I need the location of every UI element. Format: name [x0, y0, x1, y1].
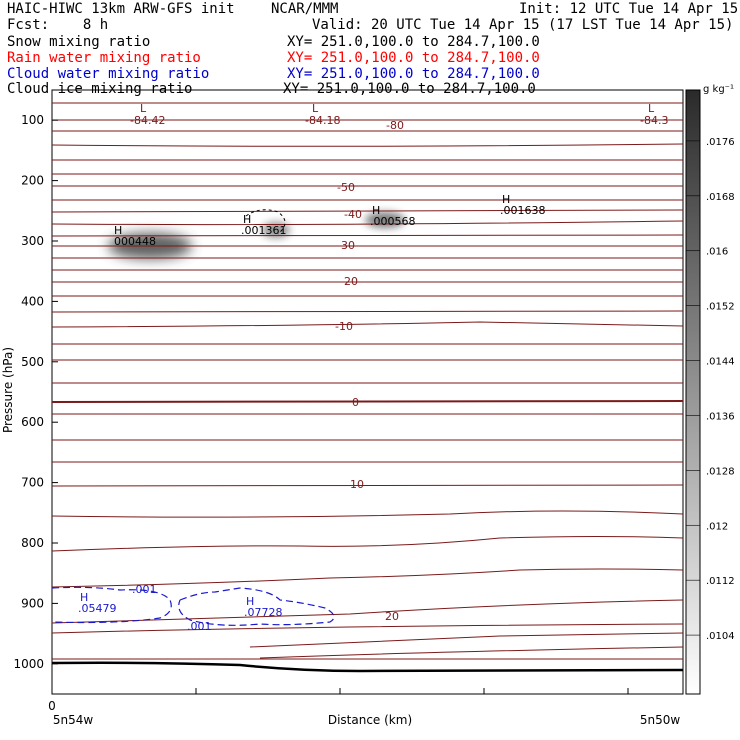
x-end-label: 5n50w: [640, 713, 681, 727]
field-cloudwater-xy: XY= 251.0,100.0 to 284.7,100.0: [287, 66, 540, 82]
org-label: NCAR/MMM: [271, 1, 339, 17]
y-axis: 100 200 300 400 500 600 700 800 900 1000: [13, 113, 58, 671]
x-start-label: 5n54w: [53, 713, 94, 727]
x-zero-label: 0: [48, 699, 56, 713]
field-snow-xy: XY= 251.0,100.0 to 284.7,100.0: [287, 34, 540, 50]
colorbar-units: g kg⁻¹: [703, 84, 734, 95]
temp-contour: [51, 568, 684, 588]
snow-max-value: .000568: [370, 215, 416, 228]
temp-contour: [51, 234, 684, 237]
y-tick-label: 500: [21, 355, 44, 369]
colorbar-label: .016: [706, 247, 728, 258]
y-tick-label: 600: [21, 415, 44, 429]
cloud-water-labels: .001 .001 H .05479 H .07728: [78, 583, 283, 633]
field-cloudice-name: Cloud ice mixing ratio: [7, 81, 193, 97]
temp-label: -30: [337, 239, 355, 252]
colorbar: [685, 89, 701, 695]
colorbar-label: .0176: [706, 137, 735, 148]
snow-maxima-labels: H 000448 H .001361 H .000568 H .001638: [114, 193, 546, 248]
temp-label: -20: [340, 275, 358, 288]
y-tick-label: 300: [21, 234, 44, 248]
temperature-contours: [51, 102, 684, 660]
temp-contour: [51, 310, 684, 313]
colorbar-ticks: .0176 .0168 .016 .0152 .0144 .0136 .0128 .012 .0…: [686, 137, 735, 642]
temp-contour-zero: [51, 400, 684, 403]
temp-contour: [51, 484, 684, 487]
y-tick-label: 900: [21, 596, 44, 610]
temp-contour: [259, 646, 684, 659]
temp-contour: [51, 623, 684, 634]
cloud-water-max-value: .07728: [244, 606, 283, 619]
cloud-water-max-value: .05479: [78, 602, 117, 615]
field-cloudwater-name: Cloud water mixing ratio: [7, 66, 210, 82]
forecast-hour: Fcst: 8 h: [7, 17, 109, 33]
snow-max-marker: H: [502, 193, 510, 206]
terrain-line: [51, 661, 684, 673]
y-tick-label: 700: [21, 476, 44, 490]
field-cloudice-xy: XY= 251.0,100.0 to 284.7,100.0: [283, 81, 536, 97]
x-axis-label: Distance (km): [328, 713, 412, 727]
cloud-water-max-marker: H: [80, 591, 88, 604]
y-axis-label: Pressure (hPa): [1, 347, 15, 433]
temp-contour: [51, 510, 684, 518]
cloud-water-contour-2: [178, 587, 335, 626]
temp-contour: [249, 632, 684, 648]
y-tick-label: 800: [21, 536, 44, 550]
y-tick-label: 200: [21, 174, 44, 188]
colorbar-label: .0104: [706, 631, 735, 642]
cloud-water-contours: [51, 586, 335, 626]
snow-max-marker: H: [372, 204, 380, 217]
snow-blob-2: [262, 222, 290, 238]
field-snow-name: Snow mixing ratio: [7, 34, 151, 50]
low-marker: L: [312, 102, 319, 115]
colorbar-label: .0144: [706, 357, 735, 368]
cloud-water-max-marker: H: [246, 595, 254, 608]
temp-label: -50: [337, 181, 355, 194]
temp-label: 10: [350, 478, 364, 491]
low-marker: L: [648, 102, 655, 115]
temp-label: -84.18: [305, 114, 340, 127]
snow-max-value: .001638: [500, 204, 546, 217]
temperature-labels: L -84.42 L -84.18 -80 L -84.3 -50 -40 -3…: [130, 102, 668, 623]
cloud-water-contour-label: .001: [187, 620, 212, 633]
temp-label: -80: [386, 119, 404, 132]
colorbar-label: .0112: [706, 576, 735, 587]
colorbar-label: .0168: [706, 192, 735, 203]
temp-label: -10: [335, 320, 353, 333]
snow-max-value: 000448: [114, 235, 156, 248]
plot-frame: [51, 89, 684, 695]
y-tick-label: 1000: [13, 657, 44, 671]
x-axis-ticks: [51, 688, 629, 694]
y-tick-label: 100: [21, 113, 44, 127]
field-rain-name: Rain water mixing ratio: [7, 50, 201, 66]
y-tick-label: 400: [21, 294, 44, 308]
run-title: HAIC-HIWC 13km ARW-GFS init: [7, 1, 235, 17]
snow-max-marker: H: [114, 224, 122, 237]
temp-contour: [51, 536, 684, 552]
temp-contour: [51, 143, 684, 147]
colorbar-label: .0128: [706, 466, 735, 477]
temp-contour: [51, 220, 684, 226]
snow-max-marker: H: [243, 213, 251, 226]
temp-label: 0: [352, 396, 359, 409]
cloud-water-contour-label: .001: [132, 583, 157, 596]
temp-contour: [51, 209, 684, 213]
cloud-water-contour-1: [51, 586, 172, 624]
temp-contour: [51, 321, 684, 328]
colorbar-label: .0136: [706, 411, 735, 422]
colorbar-label: .012: [706, 521, 728, 532]
init-time: Init: 12 UTC Tue 14 Apr 15: [519, 1, 739, 17]
valid-time: Valid: 20 UTC Tue 14 Apr 15 (17 LST Tue …: [312, 17, 734, 33]
colorbar-label: .0152: [706, 302, 735, 313]
field-rain-xy: XY= 251.0,100.0 to 284.7,100.0: [287, 50, 540, 66]
temp-label: -84.3: [640, 114, 668, 127]
temp-label: -40: [344, 208, 362, 221]
temp-label: 20: [385, 610, 399, 623]
temp-label: -84.42: [130, 114, 165, 127]
snow-max-value: .001361: [241, 224, 287, 237]
low-marker: L: [140, 102, 147, 115]
